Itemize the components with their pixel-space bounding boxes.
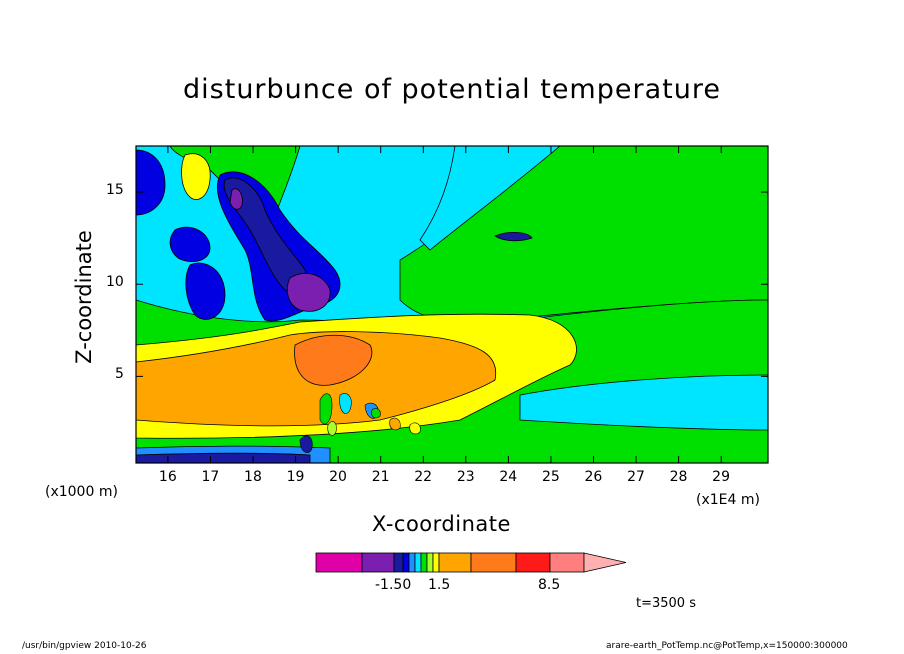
chart-title: disturbunce of potential temperature [183,74,721,105]
x-tick-label: 17 [201,469,220,485]
colorbar-segment [414,552,422,573]
contour-region-cyan-upper-right [419,146,561,251]
colorbar [315,552,627,573]
y-tick-label: 10 [106,274,124,291]
x-tick-label: 26 [584,469,603,485]
colorbar-segment [515,552,551,573]
colorbar-segment [315,552,363,573]
x-axis-ticks [167,146,722,463]
x-axis-label: X-coordinate [372,512,511,536]
contour-region-yellow-upper-left [181,153,211,200]
contour-field [136,146,768,463]
contour-region-bottom-strip-dark [136,452,311,463]
contour-region-blue-oval-2 [185,262,226,320]
x-axis-unit-right: (x1E4 m) [696,492,760,508]
x-tick-label: 19 [286,469,305,485]
y-tick-label: 15 [106,182,124,199]
colorbar-segment [438,552,472,573]
time-annotation: t=3500 s [636,596,696,611]
x-tick-label: 28 [669,469,688,485]
x-tick-label: 22 [414,469,433,485]
contour-region-cyan-lower-right [519,374,768,431]
contour-region-darkorange [294,334,373,386]
colorbar-segment [470,552,517,573]
x-tick-label: 25 [541,469,560,485]
contour-region-purple [286,273,331,312]
footer-right: arare-earth_PotTemp.nc@PotTemp,x=150000:… [606,641,848,651]
colorbar-segment [432,552,440,573]
contour-region-blue-oval-1 [169,226,211,263]
x-axis-unit-left: (x1000 m) [45,484,118,500]
colorbar-segment [408,552,416,573]
contour-region-sky-small [494,232,533,242]
colorbar-label: 1.5 [428,577,451,593]
colorbar-segment [549,552,585,573]
x-tick-label: 23 [456,469,475,485]
colorbar-label: 8.5 [538,577,561,593]
colorbar-segment [361,552,395,573]
plot-frame [135,145,769,464]
colorbar-arrow [583,552,627,573]
x-tick-label: 24 [499,469,518,485]
contour-region-blue-left-top [136,149,166,216]
colorbar-segment [420,552,428,573]
y-axis-ticks [136,191,768,377]
colorbar-segment [393,552,404,573]
x-tick-label: 29 [712,469,730,485]
contour-noise-cells [299,393,421,453]
x-tick-label: 27 [627,469,645,485]
x-tick-label: 20 [329,469,347,485]
footer-left: /usr/bin/gpview 2010-10-26 [22,641,147,651]
colorbar-segment [402,552,410,573]
colorbar-label: -1.50 [375,577,412,593]
contour-region-purple-small [229,188,243,210]
y-axis-label: Z-coordinate [72,230,96,364]
x-tick-label: 21 [371,469,390,485]
colorbar-segment [426,552,434,573]
x-tick-label: 18 [244,469,262,485]
y-tick-label: 5 [115,366,124,383]
x-tick-label: 16 [158,469,177,485]
